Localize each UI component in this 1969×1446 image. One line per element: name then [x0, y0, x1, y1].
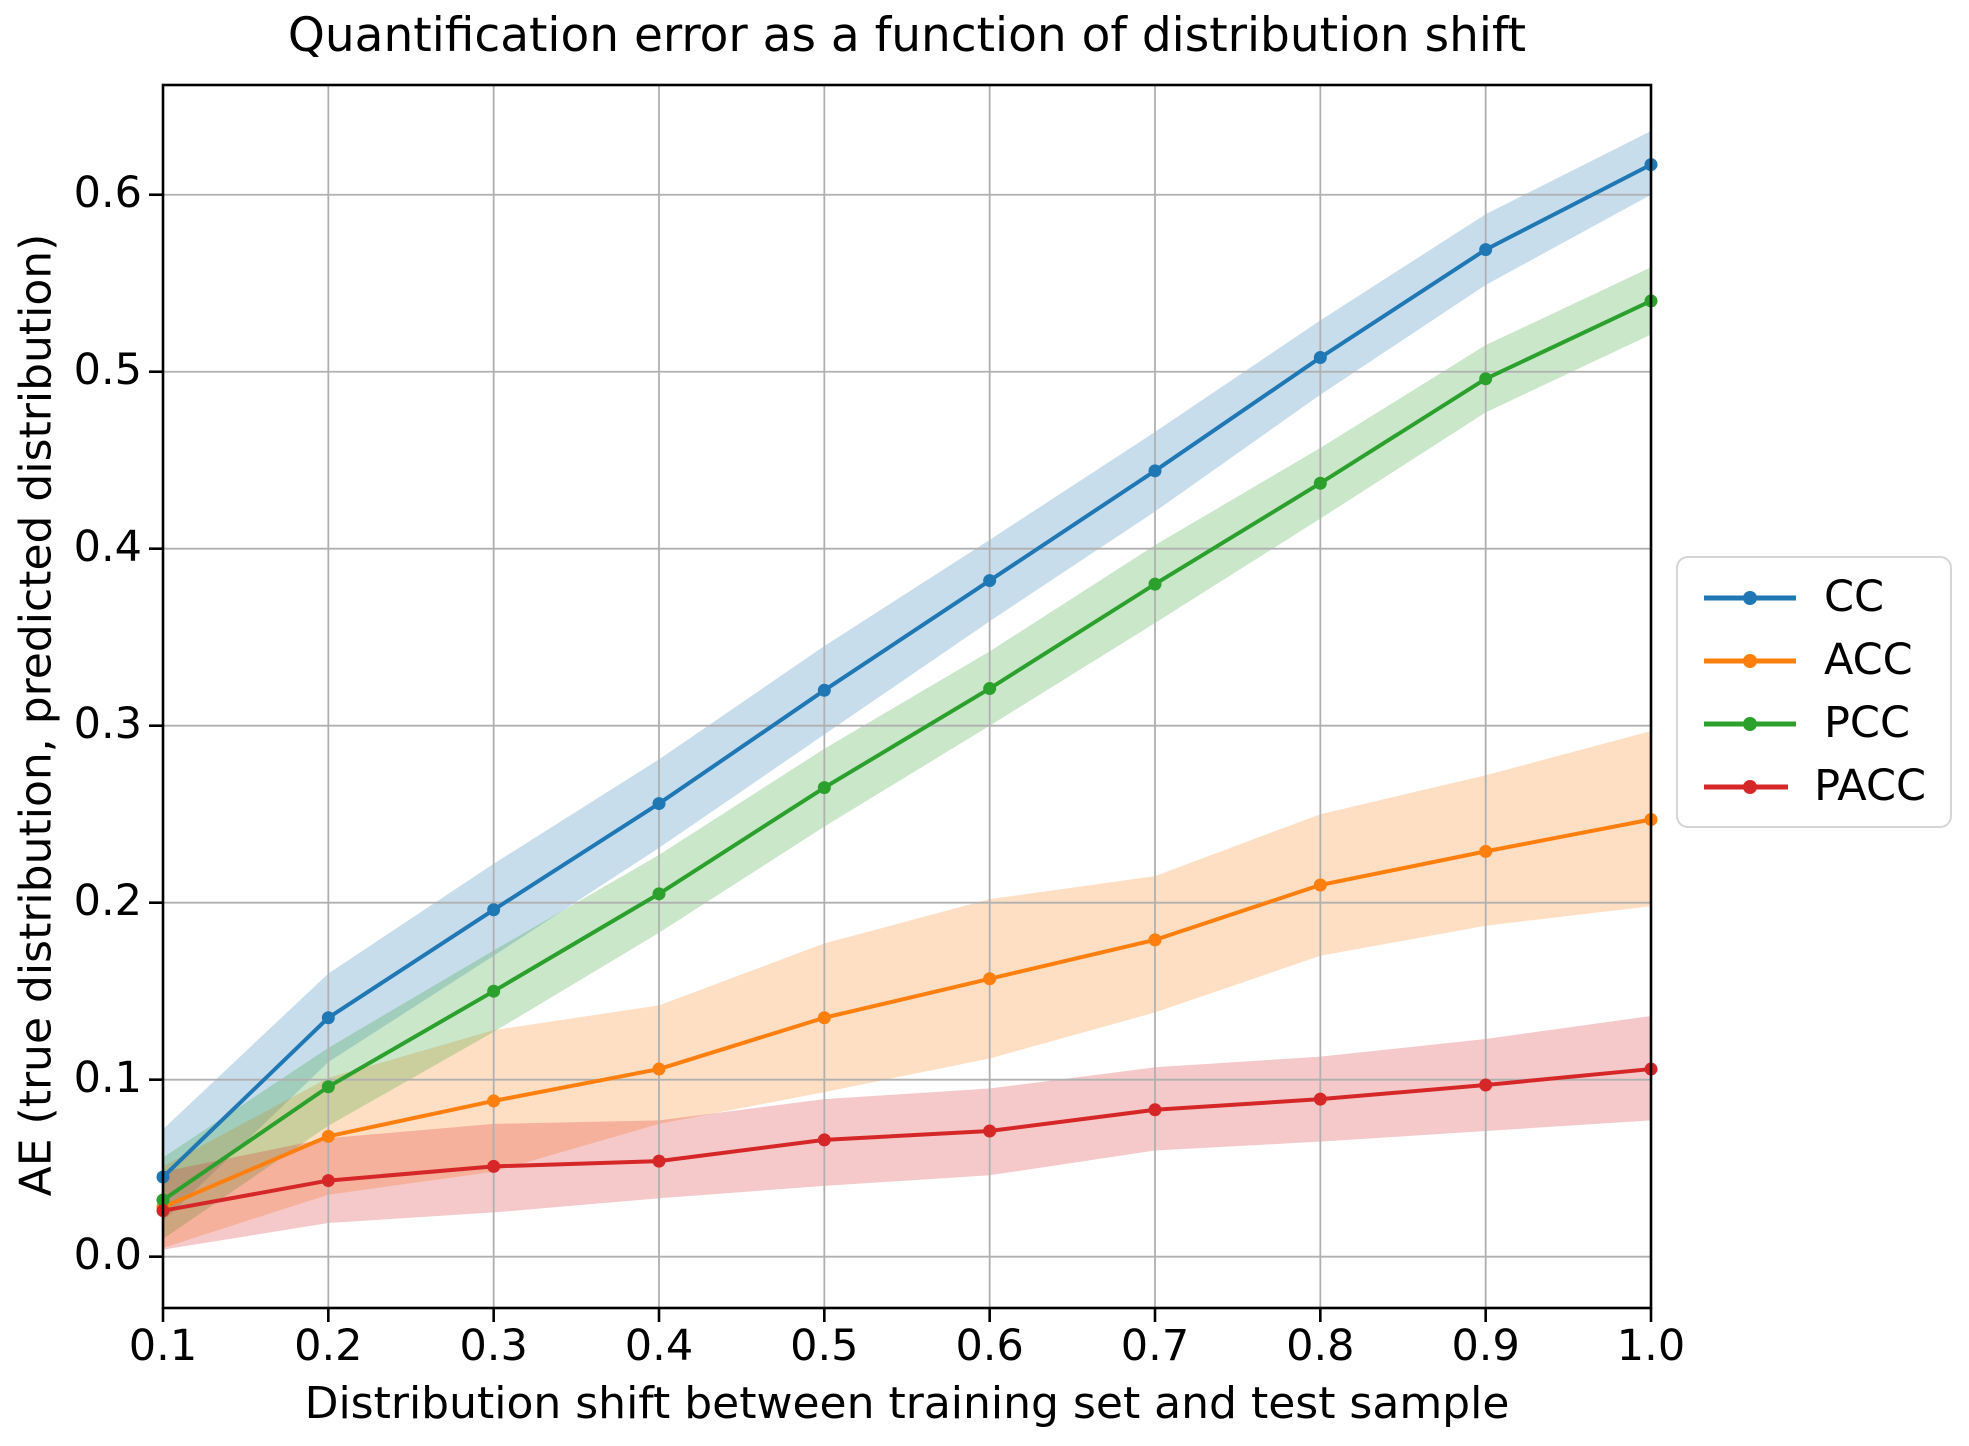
data-point-PCC — [652, 887, 666, 901]
x-tick-label: 0.4 — [624, 1321, 694, 1371]
legend-line-sample-CC — [1704, 590, 1796, 605]
x-tick-label: 0.1 — [128, 1321, 198, 1371]
data-point-PCC — [983, 682, 997, 696]
chart-title: Quantification error as a function of di… — [287, 8, 1527, 63]
x-tick-label: 0.3 — [459, 1321, 528, 1371]
data-point-PACC — [1148, 1103, 1162, 1117]
data-point-PACC — [983, 1124, 997, 1138]
data-point-PACC — [652, 1154, 666, 1168]
data-point-PCC — [1479, 372, 1493, 386]
y-tick-label: 0.2 — [73, 875, 142, 926]
data-point-PCC — [817, 781, 831, 795]
legend-label-CC: CC — [1824, 572, 1885, 622]
x-tick-label: 0.8 — [1286, 1321, 1355, 1371]
x-tick-label: 0.6 — [955, 1321, 1024, 1371]
series-line-PCC — [161, 298, 1653, 1203]
data-point-CC — [983, 574, 997, 588]
data-point-PACC — [487, 1159, 501, 1173]
legend-label-PACC: PACC — [1814, 761, 1926, 811]
legend-line-sample-PACC — [1704, 779, 1789, 794]
legend-sample-marker — [1743, 716, 1757, 731]
legend-sample-marker — [1743, 653, 1757, 668]
x-tick-label: 0.2 — [294, 1321, 363, 1371]
series-line-PACC — [161, 1067, 1653, 1213]
data-point-ACC — [1148, 933, 1162, 947]
series-line-ACC — [161, 817, 1653, 1210]
data-point-CC — [487, 903, 501, 917]
data-point-ACC — [321, 1129, 335, 1143]
y-tick-label: 0.4 — [73, 521, 142, 572]
x-tick-label: 0.9 — [1451, 1321, 1520, 1371]
data-point-CC — [321, 1011, 335, 1025]
data-point-PACC — [1313, 1092, 1327, 1106]
data-point-CC — [1148, 464, 1162, 478]
data-point-CC — [652, 797, 666, 811]
x-axis-label: Distribution shift between training set … — [304, 1378, 1510, 1429]
legend-label-ACC: ACC — [1824, 635, 1913, 685]
legend-item-PCC: PCC — [1702, 702, 1926, 745]
data-point-ACC — [1313, 878, 1327, 892]
plot-canvas — [149, 83, 1658, 1322]
confidence-band-PACC — [163, 1015, 1651, 1250]
legend-item-PACC: PACC — [1702, 765, 1926, 808]
legend-label-PCC: PCC — [1824, 698, 1910, 748]
data-point-ACC — [487, 1094, 501, 1108]
legend-line-sample-ACC — [1704, 653, 1796, 668]
legend-item-ACC: ACC — [1702, 639, 1926, 682]
plot-border — [161, 83, 1653, 1310]
data-point-ACC — [817, 1011, 831, 1025]
data-point-PCC — [1313, 476, 1327, 490]
y-tick-label: 0.5 — [73, 344, 142, 395]
data-point-ACC — [983, 972, 997, 986]
y-tick-label: 0.0 — [73, 1229, 142, 1280]
plot-area — [149, 83, 1658, 1322]
data-point-ACC — [1479, 844, 1493, 858]
data-point-PCC — [487, 984, 501, 998]
x-tick-label: 1.0 — [1616, 1321, 1686, 1371]
legend-item-CC: CC — [1702, 576, 1926, 619]
legend-sample-marker — [1743, 779, 1757, 794]
y-tick-label: 0.1 — [73, 1052, 142, 1103]
x-tick-label: 0.7 — [1120, 1321, 1190, 1371]
data-point-ACC — [652, 1062, 666, 1076]
data-point-PACC — [1479, 1078, 1493, 1092]
legend: CC ACC PCC PACC — [1676, 556, 1952, 828]
data-point-PACC — [321, 1174, 335, 1188]
data-point-PCC — [1148, 577, 1162, 591]
y-tick-label: 0.3 — [73, 698, 142, 749]
confidence-band-ACC — [163, 731, 1651, 1248]
x-tick-label: 0.5 — [790, 1321, 859, 1371]
data-point-CC — [817, 683, 831, 697]
confidence-band-CC — [163, 131, 1651, 1222]
series-line-CC — [161, 162, 1653, 1180]
legend-sample-marker — [1743, 590, 1757, 605]
data-point-CC — [1479, 243, 1493, 257]
data-point-CC — [1313, 351, 1327, 365]
legend-line-sample-PCC — [1704, 716, 1796, 731]
data-point-PACC — [817, 1133, 831, 1147]
y-axis-label: AE (true distribution, predicted distrib… — [10, 233, 62, 1197]
data-point-PCC — [321, 1080, 335, 1094]
y-tick-label: 0.6 — [73, 167, 142, 218]
